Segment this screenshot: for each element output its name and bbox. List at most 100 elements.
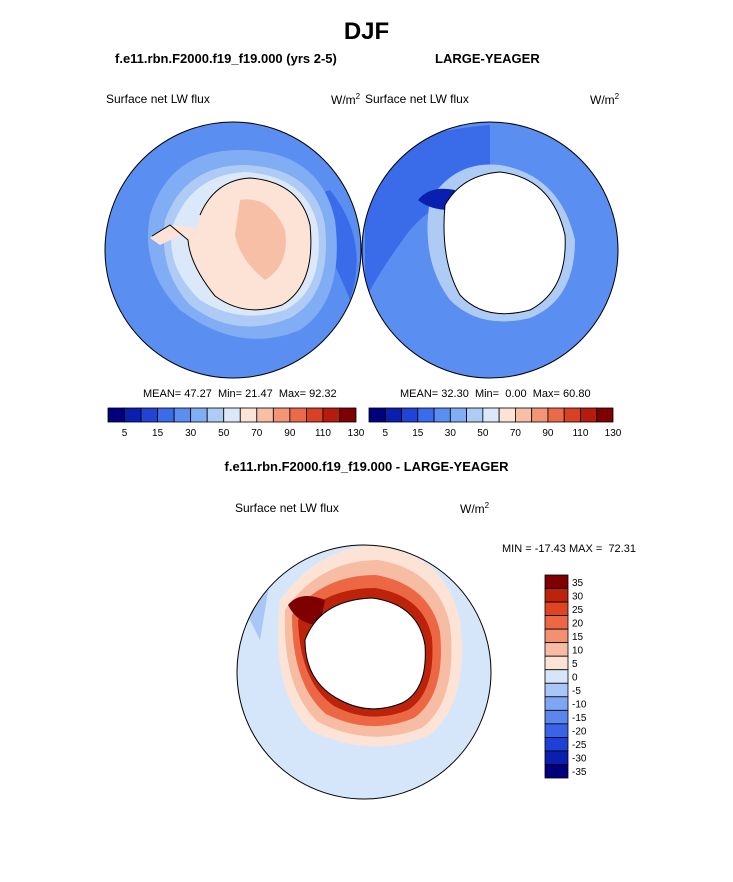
- right-field-label: Surface net LW flux: [365, 92, 469, 106]
- right-colorbar-swatch: [433, 407, 451, 423]
- right-colorbar-swatch: [368, 407, 386, 423]
- left-map-field: [105, 122, 361, 378]
- right-colorbar: 5 15 30 50 70 90 110 130: [368, 407, 622, 439]
- right-colorbar-swatch: [596, 407, 614, 423]
- right-colorbar-tick-label: 50: [477, 428, 489, 439]
- right-units-label: W/m2: [590, 92, 620, 107]
- left-colorbar-swatch: [157, 407, 175, 423]
- diff-coastline: [304, 597, 426, 710]
- left-colorbar-tick-label: 90: [284, 428, 296, 439]
- left-colorbar-tick-label: 50: [218, 428, 230, 439]
- left-colorbar-swatch: [305, 407, 324, 423]
- diff-colorbar-tick-label: 20: [572, 618, 584, 629]
- right-case-title: LARGE-YEAGER: [435, 51, 540, 66]
- diff-colorbar-swatch: [544, 696, 569, 711]
- diff-colorbar-swatch: [544, 655, 569, 671]
- diff-colorbar-swatch: [544, 750, 569, 765]
- right-map-field: [362, 122, 618, 378]
- left-colorbar-swatch: [190, 407, 208, 423]
- left-colorbar-swatch: [289, 407, 307, 423]
- diff-colorbar-swatch: [544, 601, 569, 616]
- season-title: DJF: [343, 18, 390, 45]
- left-colorbar-swatch: [339, 407, 357, 423]
- right-coastline: [443, 171, 566, 315]
- left-colorbar-tick-label: 30: [185, 428, 197, 439]
- left-colorbar: 5 15 30 50 70 90 110 130: [107, 407, 365, 439]
- diff-colorbar-tick-label: 10: [572, 645, 584, 656]
- right-colorbar-swatch: [417, 407, 435, 423]
- left-field-label: Surface net LW flux: [106, 92, 210, 106]
- diff-colorbar-tick-label: -15: [572, 713, 587, 724]
- left-colorbar-swatch: [107, 407, 125, 423]
- right-max-value: 60.80: [563, 388, 591, 400]
- left-colorbar-swatch: [140, 407, 158, 423]
- diff-colorbar-tick-label: 35: [572, 578, 584, 589]
- right-colorbar-swatch: [449, 407, 468, 423]
- left-colorbar-swatch: [206, 407, 225, 423]
- diff-colorbar-swatch: [544, 709, 569, 725]
- right-colorbar-swatch: [498, 407, 516, 423]
- left-colorbar-swatch: [124, 407, 142, 423]
- left-continent-patch: [235, 199, 286, 280]
- left-colorbar-swatch: [322, 407, 340, 423]
- left-coastline: [151, 177, 312, 311]
- right-colorbar-tick-label: 30: [445, 428, 457, 439]
- diff-colorbar-tick-label: 30: [572, 591, 584, 602]
- left-colorbar-tick-label: 130: [348, 428, 365, 439]
- diff-colorbar-swatch: [544, 737, 569, 752]
- diff-colorbar-swatch: [544, 615, 569, 630]
- left-colorbar-swatch: [223, 407, 241, 423]
- diff-colorbar-swatch: [544, 628, 569, 644]
- left-colorbar-tick-label: 5: [122, 428, 128, 439]
- diff-map-field: [237, 545, 491, 799]
- diff-colorbar-swatch: [544, 574, 569, 589]
- diff-colorbar-swatch: [544, 723, 569, 738]
- diff-colorbar-swatch: [544, 642, 569, 657]
- right-map-border: [361, 121, 619, 379]
- right-pacific-sector: [365, 125, 490, 300]
- diff-min-value: -17.43: [534, 543, 566, 555]
- left-min-value: 21.47: [245, 388, 273, 400]
- diff-colorbar-tick-label: 0: [572, 673, 578, 684]
- diff-colorbar-tick-label: -30: [572, 754, 587, 765]
- left-stats: MEAN= 47.27 Min= 21.47 Max= 92.32: [143, 388, 337, 400]
- diff-title: f.e11.rbn.F2000.f19_f19.000 - LARGE-YEAG…: [224, 459, 509, 474]
- left-colorbar-swatch: [173, 407, 192, 423]
- diff-colorbar-tick-label: 15: [572, 632, 584, 643]
- left-colorbar-tick-label: 15: [152, 428, 164, 439]
- diff-colorbar-swatch: [544, 669, 569, 684]
- left-max-value: 92.32: [309, 388, 337, 400]
- right-colorbar-tick-label: 15: [412, 428, 424, 439]
- diff-colorbar-swatch: [544, 764, 569, 779]
- diff-colorbar-tick-label: -25: [572, 740, 587, 751]
- left-colorbar-tick-label: 110: [315, 428, 331, 439]
- right-colorbar-tick-label: 5: [382, 428, 388, 439]
- diff-colorbar-tick-label: 25: [572, 605, 584, 616]
- right-min-value: 0.00: [505, 388, 527, 400]
- diff-colorbar-swatch: [544, 588, 569, 603]
- right-colorbar-swatch: [401, 407, 419, 423]
- diff-max-value: 72.31: [608, 543, 636, 555]
- diff-stats: MIN = -17.43 MAX = 72.31: [502, 543, 636, 555]
- diff-colorbar-tick-label: -10: [572, 700, 587, 711]
- right-colorbar-swatch: [466, 407, 484, 423]
- right-colorbar-swatch: [515, 407, 533, 423]
- diff-colorbar-tick-label: -5: [572, 686, 581, 697]
- right-colorbar-swatch: [580, 407, 598, 423]
- right-colorbar-swatch: [482, 407, 500, 423]
- diff-colorbar-swatch: [544, 682, 569, 698]
- right-colorbar-tick-label: 130: [605, 428, 622, 439]
- diff-colorbar-tick-label: 5: [572, 659, 578, 670]
- right-stats: MEAN= 32.30 Min= 0.00 Max= 60.80: [400, 388, 591, 400]
- left-mean-value: 47.27: [184, 388, 212, 400]
- right-colorbar-swatch: [531, 407, 549, 423]
- diff-colorbar-tick-label: -35: [572, 767, 587, 778]
- right-colorbar-swatch: [563, 407, 581, 423]
- right-colorbar-swatch: [384, 407, 402, 423]
- right-mean-value: 32.30: [441, 388, 469, 400]
- left-case-title: f.e11.rbn.F2000.f19_f19.000 (yrs 2-5): [115, 51, 337, 66]
- left-units-label: W/m2: [331, 92, 361, 107]
- diff-colorbar-tick-label: -20: [572, 727, 587, 738]
- diff-field-label: Surface net LW flux: [235, 501, 339, 515]
